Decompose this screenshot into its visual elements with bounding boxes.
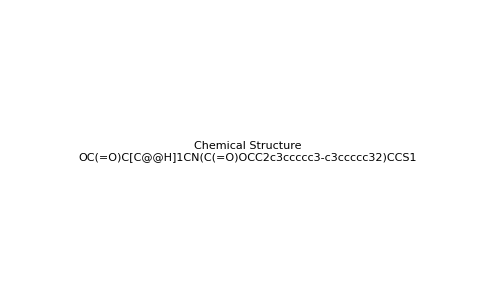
Text: Chemical Structure
OC(=O)C[C@@H]1CN(C(=O)OCC2c3ccccc3-c3ccccc32)CCS1: Chemical Structure OC(=O)C[C@@H]1CN(C(=O… [79, 141, 417, 162]
